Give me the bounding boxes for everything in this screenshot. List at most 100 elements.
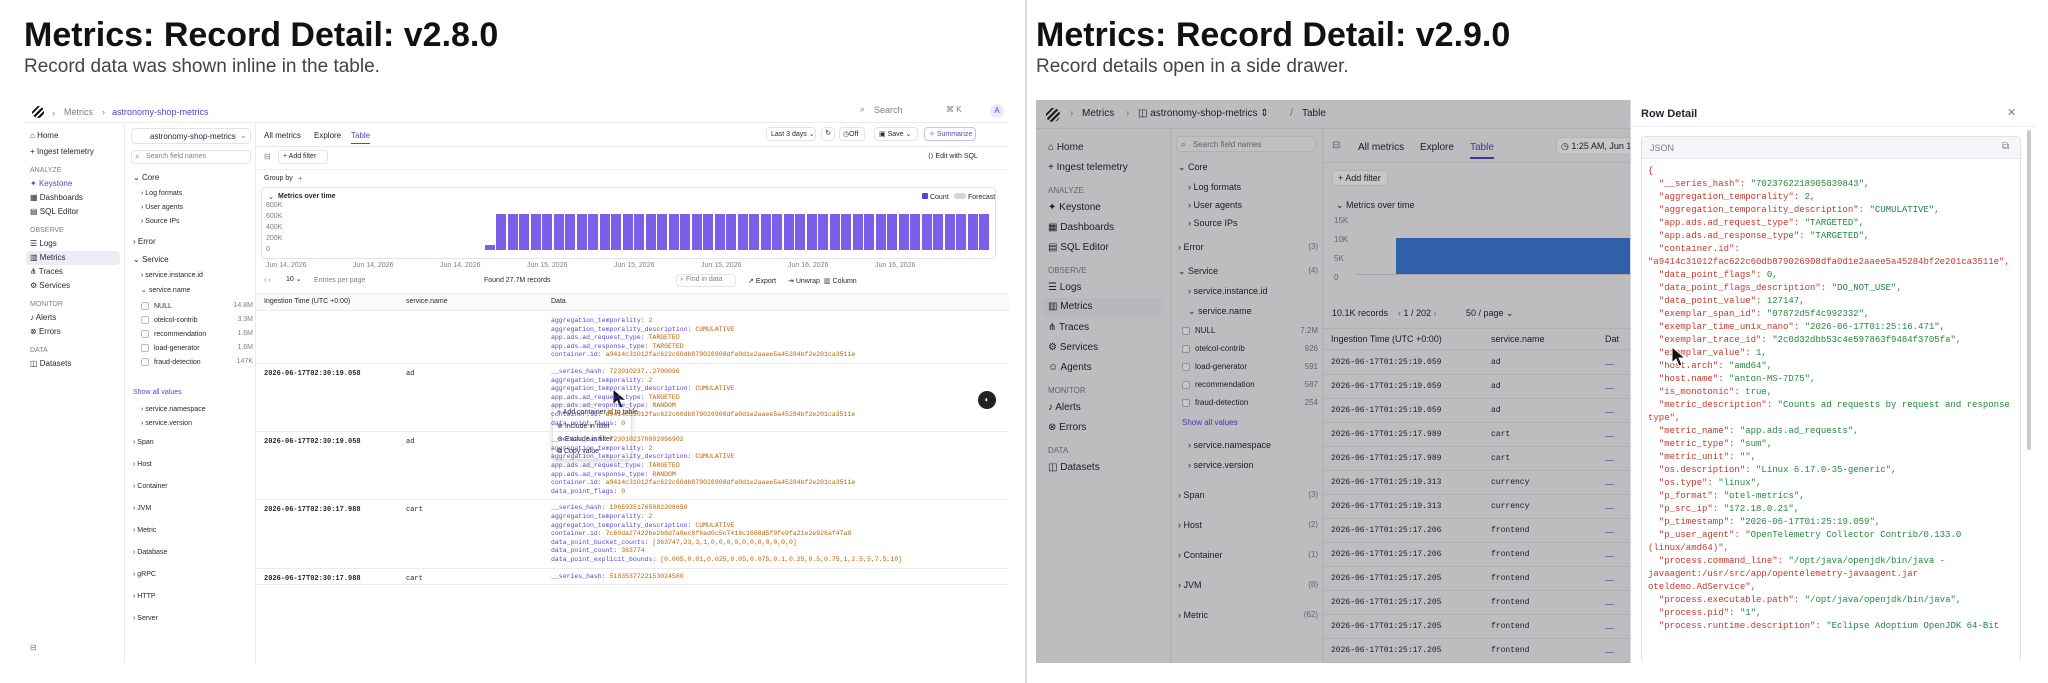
nav-agents[interactable]: ☺ Agents [1048,362,1092,373]
menu-add-to-table[interactable]: + Add container.id to table [557,409,638,416]
group-metric[interactable]: › Metric (62) [1178,610,1318,620]
menu-exclude-filter[interactable]: ⊖ Exclude in filter [557,436,613,443]
column-button[interactable]: ▥ Column [824,278,857,285]
json-value[interactable]: "07872d5f4c992332", [1766,309,1870,319]
data-value[interactable]: TARGETED [652,342,684,350]
group-container[interactable]: › Container (1) [1178,550,1318,560]
nav-services[interactable]: ⚙ Services [30,281,71,290]
field-service-namespace[interactable]: › service.namespace [141,406,206,413]
field-source-ips[interactable]: › Source IPs [141,218,180,225]
json-value[interactable]: "Counts ad requests by request and respo… [1777,400,2010,410]
save-button[interactable]: ▣ Save ⌄ [874,127,918,141]
row-data-link[interactable]: __ [1605,548,1614,557]
chart-collapse-icon[interactable]: ⌄ [268,194,274,201]
data-value[interactable]: 363774 [621,547,645,555]
col-ingestion-time[interactable]: Ingestion Time (UTC +0:00) [264,298,351,305]
json-value[interactable]: "sum", [1739,439,1773,449]
time-range-select[interactable]: Last 3 days ⌄ [766,127,816,141]
row-data-link[interactable]: __ [1605,620,1614,629]
table-row[interactable]: 2026-06-17T01:25:19.313 currency __ [1323,471,1630,495]
group-jvm[interactable]: › JVM [133,505,152,512]
time-range-select[interactable]: ◷ 1:25 AM, Jun 1 [1556,137,1636,155]
nav-traces[interactable]: ⋔ Traces [1048,322,1090,333]
table-row[interactable]: 2026-06-17T01:25:17.989 cart __ [1323,447,1630,471]
assistant-fab[interactable]: ◐ [978,391,996,409]
data-value[interactable]: 2 [648,317,653,324]
breadcrumb-dataset[interactable]: astronomy-shop-metrics [112,107,209,117]
dataset-select[interactable]: astronomy-shop-metrics ⌄ [131,128,251,144]
nav-home[interactable]: ⌂ Home [30,131,59,140]
data-value[interactable]: TARGETED [648,393,680,401]
nav-keystone[interactable]: ✦ Keystone [30,179,73,188]
value-null[interactable]: NULL 7.2M [1182,326,1318,335]
json-value[interactable]: "2026-06-17T01:25:19.059", [1739,517,1881,527]
row-data-link[interactable]: __ [1605,428,1614,437]
field-user-agents[interactable]: › User agents [1188,200,1243,210]
prev-page-button[interactable]: ‹ › [264,277,271,284]
nav-datasets[interactable]: ◫ Datasets [1048,462,1100,473]
value-null[interactable]: NULL 14.8M [141,302,253,310]
row-data-link[interactable]: __ [1605,644,1614,653]
nav-datasets[interactable]: ◫ Datasets [30,359,72,368]
menu-copy-value[interactable]: ⧉ Copy value [557,448,599,455]
filter-icon[interactable]: ⊟ [1332,140,1341,151]
table-row[interactable]: 2026-06-17T01:25:19.059 ad __ [1323,351,1630,375]
data-value[interactable]: TARGETED [648,461,680,469]
col-service-name[interactable]: service.name [406,298,448,305]
field-user-agents[interactable]: › User agents [141,204,184,211]
legend-forecast-toggle[interactable]: Forecast [954,193,995,201]
page-size-select[interactable]: 10 ⌄ [284,274,302,286]
data-value[interactable]: 0 [621,487,626,495]
tab-all-metrics[interactable]: All metrics [1358,142,1405,153]
group-server[interactable]: › Server [133,615,158,622]
table-row[interactable]: 2026-06-17T01:25:17.206 frontend __ [1323,519,1630,543]
tab-explore[interactable]: Explore [314,131,342,140]
row-data-link[interactable]: __ [1605,452,1614,461]
table-row[interactable]: 2026-06-17T01:25:17.206 frontend __ [1323,543,1630,567]
value-otelcol[interactable]: otelcol-contrib 3.3M [141,316,253,324]
nav-logs[interactable]: ☰ Logs [1048,282,1082,293]
table-row[interactable]: 2026-06-17T02:30:19.058 ad __series_hash: … [256,364,1009,433]
show-all-values-link[interactable]: Show all values [133,389,182,396]
value-load-generator[interactable]: load-generator 591 [1182,362,1318,371]
data-value[interactable]: 7230102370002096902 [609,436,684,444]
prev-page-icon[interactable]: ‹ [1398,308,1404,318]
nav-logs[interactable]: ☰ Logs [30,239,57,248]
summarize-button[interactable]: ✧ Summarize [924,127,976,141]
field-service-instance-id[interactable]: › service.instance.id [1188,286,1268,296]
table-row[interactable]: 2026-06-17T02:30:17.988 cart __series_hash… [256,500,1009,569]
data-value[interactable]: 7c60da27422be2b8d7a8ec8f8ad0c5c7418c1668… [605,530,852,538]
data-value[interactable]: TARGETED [648,334,680,342]
table-row[interactable]: 2026-06-17T01:25:17.205 frontend __ [1323,639,1630,663]
data-value[interactable]: [0.005,0.01,0.025,0.05,0.075,0.1,0.25,0.… [660,555,903,563]
table-row[interactable]: 2026-06-17T01:25:17.205 frontend __ [1323,615,1630,639]
breadcrumb-metrics[interactable]: Metrics [1082,108,1115,119]
group-core[interactable]: ⌄ Core [133,173,160,182]
data-value[interactable]: 10659351765082208650 [609,504,688,512]
row-data-link[interactable]: __ [1605,476,1614,485]
row-data-link[interactable]: __ [1605,524,1614,533]
json-value[interactable]: "172.18.0.21", [1723,504,1800,514]
row-data-link[interactable]: __ [1605,404,1614,413]
nav-dashboards[interactable]: ▦ Dashboards [30,193,83,202]
close-icon[interactable]: ✕ [2007,107,2017,119]
add-filter-button[interactable]: + Add filter [1332,170,1388,186]
value-recommendation[interactable]: recommendation 587 [1182,380,1318,389]
row-data-link[interactable]: __ [1605,380,1614,389]
auto-refresh-off[interactable]: ◷Off [839,127,865,141]
group-span[interactable]: › Span (3) [1178,490,1318,500]
tab-explore[interactable]: Explore [1420,142,1454,153]
legend-count[interactable]: Count [922,193,949,201]
group-metric[interactable]: › Metric [133,527,157,534]
nav-ingest[interactable]: + Ingest telemetry [1048,162,1128,173]
group-grpc[interactable]: › gRPC [133,571,156,578]
value-otelcol[interactable]: otelcol-contrib 926 [1182,344,1318,353]
group-jvm[interactable]: › JVM (8) [1178,580,1318,590]
table-row[interactable]: 2026-06-17T01:25:17.989 cart __ [1323,423,1630,447]
nav-alerts[interactable]: ♪ Alerts [30,313,57,322]
data-value[interactable]: RANDOM [652,470,676,478]
nav-alerts[interactable]: ♪ Alerts [1048,402,1081,413]
group-http[interactable]: › HTTP [133,593,156,600]
row-data-link[interactable]: __ [1605,356,1614,365]
nav-home[interactable]: ⌂ Home [1048,142,1084,153]
